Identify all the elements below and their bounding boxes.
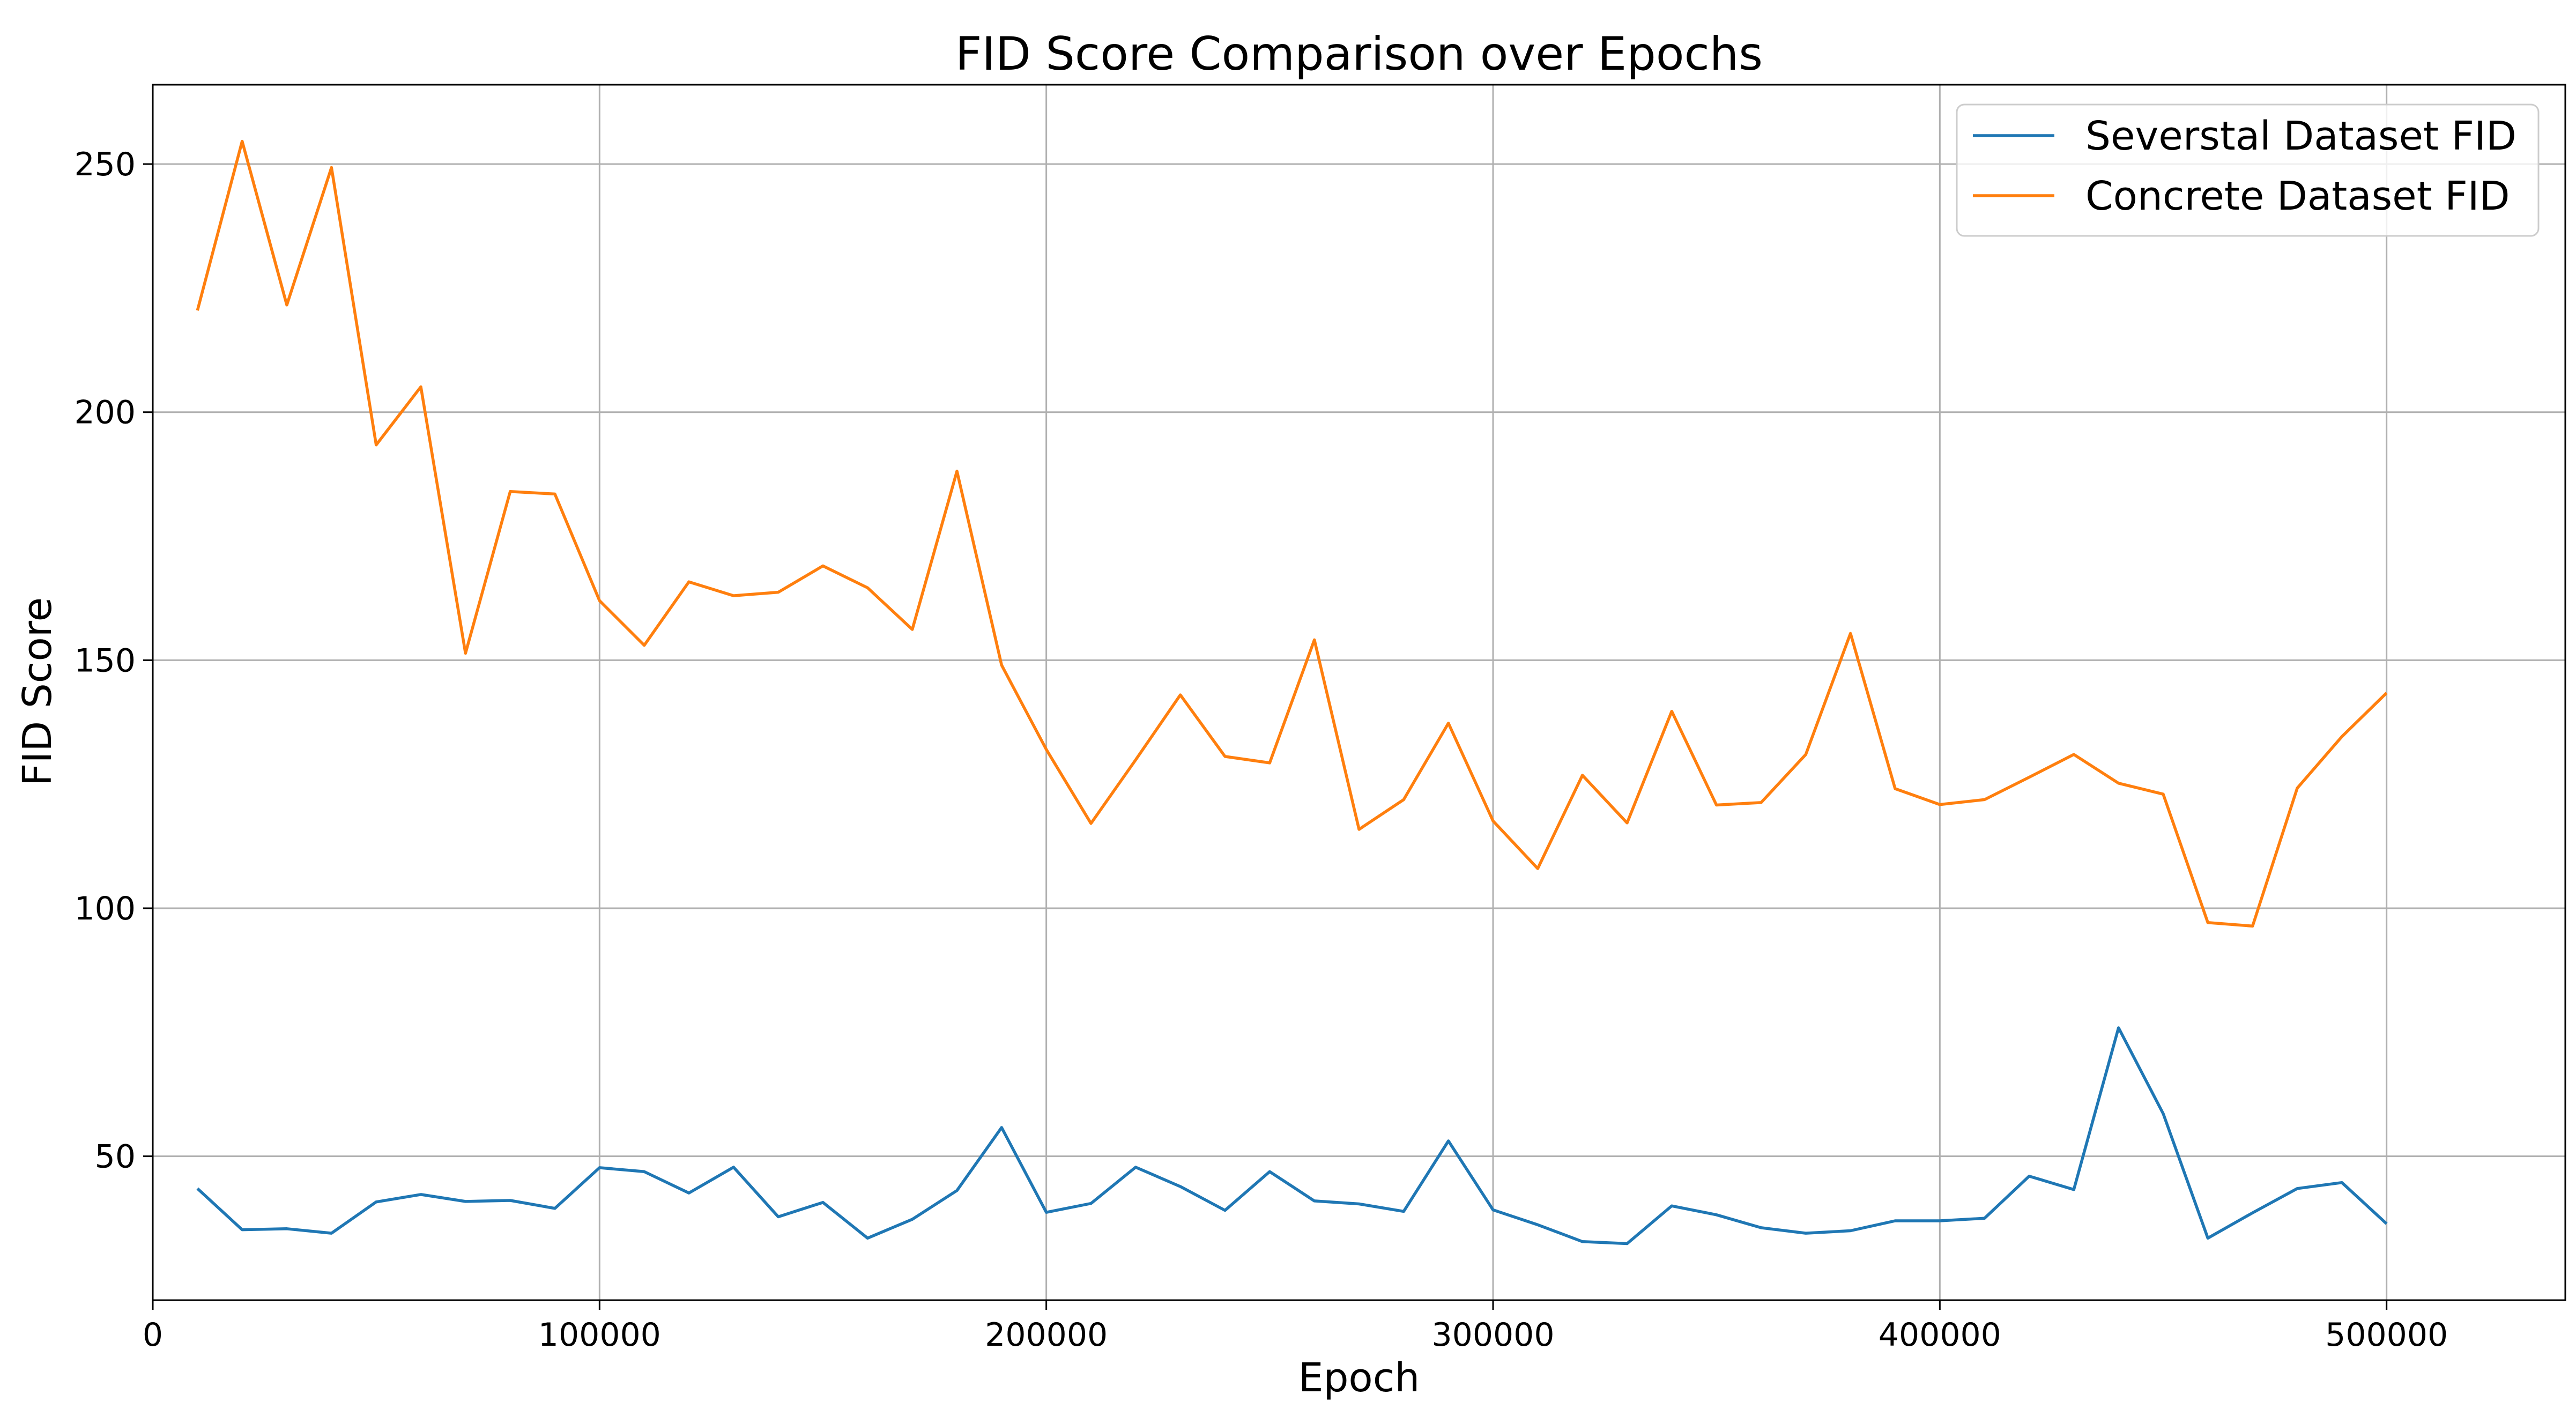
x-tick-label: 100000 — [538, 1316, 661, 1354]
x-tick-label: 500000 — [2325, 1316, 2448, 1354]
legend-box — [1956, 103, 2540, 237]
legend-label-severstal: Severstal Dataset FID — [2085, 113, 2516, 159]
x-tick-label: 200000 — [985, 1316, 1108, 1354]
y-axis-label: FID Score — [14, 597, 61, 786]
y-tick-label: 100 — [74, 890, 136, 928]
y-tick-label: 50 — [95, 1138, 136, 1176]
y-axis: 50 100 150 200 250 — [74, 146, 153, 1176]
legend: Severstal Dataset FID Concrete Dataset FI… — [1956, 103, 2540, 237]
y-tick-label: 200 — [74, 394, 136, 432]
plot-area-frame — [152, 84, 2566, 1301]
y-tick-label: 250 — [74, 146, 136, 183]
legend-label-concrete: Concrete Dataset FID — [2085, 173, 2510, 219]
x-tick-label: 400000 — [1879, 1316, 2001, 1354]
x-tick-label: 0 — [143, 1316, 163, 1354]
x-axis: 0 100000 200000 300000 400000 500000 — [143, 1300, 2448, 1354]
series-line-severstal — [196, 1026, 2388, 1245]
x-axis-label: Epoch — [1298, 1355, 1420, 1401]
data-lines — [196, 139, 2388, 1245]
series-line-concrete — [196, 139, 2388, 928]
chart-title: FID Score Comparison over Epochs — [955, 27, 1763, 81]
x-tick-label: 300000 — [1431, 1316, 1554, 1354]
y-tick-label: 150 — [74, 642, 136, 679]
